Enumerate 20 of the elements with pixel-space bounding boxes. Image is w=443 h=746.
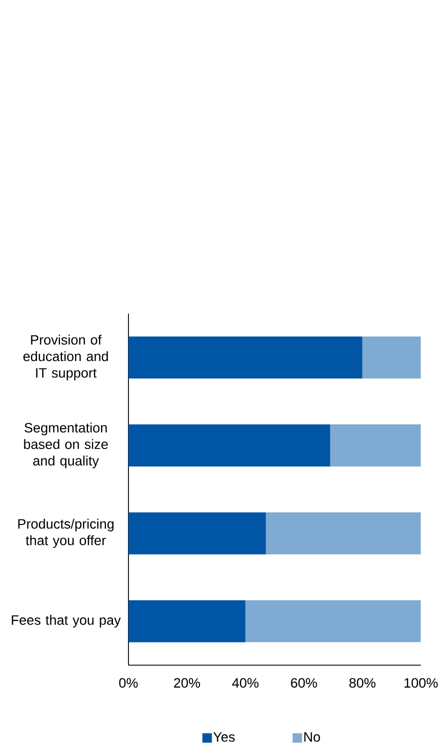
legend-label: No [304, 732, 320, 742]
bar [128, 336, 363, 379]
y-tick-label: Segmentation based on size and quality [24, 422, 108, 468]
x-tick-label: 20% [174, 678, 200, 688]
y-tick-label: Fees that you pay [12, 614, 121, 628]
x-tick-label: 40% [232, 678, 259, 688]
legend-label: Yes [213, 732, 235, 742]
x-tick-label: 80% [350, 678, 376, 688]
bar [128, 600, 246, 642]
bar [128, 512, 266, 554]
x-tick-label: 60% [291, 678, 318, 688]
bar [330, 424, 421, 466]
bar [128, 424, 330, 466]
x-tick-label: 100% [404, 678, 438, 688]
x-tick-label: 0% [119, 678, 138, 688]
y-tick-label: Products/pricing that you offer [18, 518, 114, 548]
bar [246, 600, 421, 642]
bar [362, 336, 421, 379]
y-tick-label: Provision of education and IT support [24, 334, 108, 380]
bar [266, 512, 421, 554]
